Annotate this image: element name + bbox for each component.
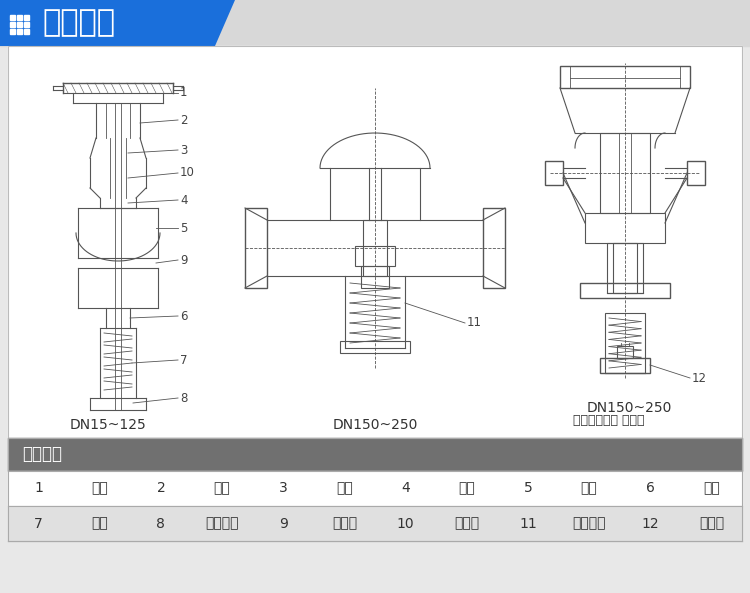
Text: 4: 4 <box>180 193 188 206</box>
Text: 12: 12 <box>692 371 707 384</box>
Bar <box>585 213 665 243</box>
Text: 5: 5 <box>180 222 188 234</box>
Text: 阀轴: 阀轴 <box>336 482 352 496</box>
Text: 尺寸数值: 尺寸数值 <box>42 8 115 37</box>
Bar <box>363 220 387 276</box>
Text: 3: 3 <box>180 144 188 157</box>
Text: 充注阀: 充注阀 <box>699 517 724 531</box>
Bar <box>545 161 563 185</box>
Text: 导压管: 导压管 <box>332 517 357 531</box>
Text: （带有阀体加 长体）: （带有阀体加 长体） <box>573 415 644 428</box>
Bar <box>355 246 395 266</box>
Text: 阀座: 阀座 <box>214 482 230 496</box>
Bar <box>0 0 750 46</box>
Text: 6: 6 <box>646 482 655 496</box>
Bar <box>24 29 29 34</box>
Bar <box>245 208 267 288</box>
Text: 11: 11 <box>467 317 482 330</box>
Bar <box>483 208 505 288</box>
Text: 1: 1 <box>34 482 43 496</box>
Bar <box>10 15 15 20</box>
Text: DN150~250: DN150~250 <box>587 401 672 415</box>
Text: 2: 2 <box>157 482 165 496</box>
Bar <box>580 283 670 298</box>
Bar <box>8 506 742 541</box>
Bar <box>361 266 389 288</box>
Bar <box>8 46 742 438</box>
Text: 5: 5 <box>524 482 532 496</box>
Text: 12: 12 <box>641 517 659 531</box>
Bar <box>17 22 22 27</box>
Text: 1: 1 <box>180 87 188 100</box>
Text: 10: 10 <box>397 517 415 531</box>
Bar <box>600 358 650 373</box>
Text: 10: 10 <box>180 167 195 180</box>
Bar <box>24 15 29 20</box>
Text: 调节螺母: 调节螺母 <box>206 517 238 531</box>
Bar <box>10 29 15 34</box>
Text: 8: 8 <box>180 391 188 404</box>
Bar <box>24 22 29 27</box>
Text: 8: 8 <box>157 517 165 531</box>
Text: 9: 9 <box>180 253 188 266</box>
Text: 3: 3 <box>279 482 288 496</box>
Bar <box>613 243 637 293</box>
Text: 7: 7 <box>34 517 43 531</box>
Bar <box>8 46 742 438</box>
Bar <box>17 29 22 34</box>
Text: 11: 11 <box>519 517 537 531</box>
Bar <box>8 471 742 506</box>
Bar <box>605 313 645 373</box>
Text: 2: 2 <box>180 113 188 126</box>
Bar <box>607 243 643 293</box>
Text: 7: 7 <box>180 353 188 366</box>
Text: DN15~125: DN15~125 <box>70 418 147 432</box>
Text: 6: 6 <box>180 310 188 323</box>
Bar <box>617 346 633 358</box>
Text: 结构简图: 结构简图 <box>22 445 62 464</box>
Text: 波纹管: 波纹管 <box>454 517 479 531</box>
Text: 弹簧: 弹簧 <box>92 517 108 531</box>
Text: 9: 9 <box>279 517 288 531</box>
Bar <box>600 133 650 213</box>
Bar <box>340 341 410 353</box>
Text: 4: 4 <box>401 482 410 496</box>
Bar <box>8 438 742 471</box>
Text: 平衡膜片: 平衡膜片 <box>572 517 606 531</box>
Bar <box>687 161 705 185</box>
Polygon shape <box>0 0 235 46</box>
Text: 阀盖: 阀盖 <box>458 482 476 496</box>
Bar <box>10 22 15 27</box>
Bar <box>560 66 690 88</box>
Text: DN150~250: DN150~250 <box>333 418 418 432</box>
Bar <box>17 15 22 20</box>
Text: 膜盖: 膜盖 <box>580 482 598 496</box>
Text: 阀体: 阀体 <box>92 482 108 496</box>
Text: 膜片: 膜片 <box>703 482 720 496</box>
